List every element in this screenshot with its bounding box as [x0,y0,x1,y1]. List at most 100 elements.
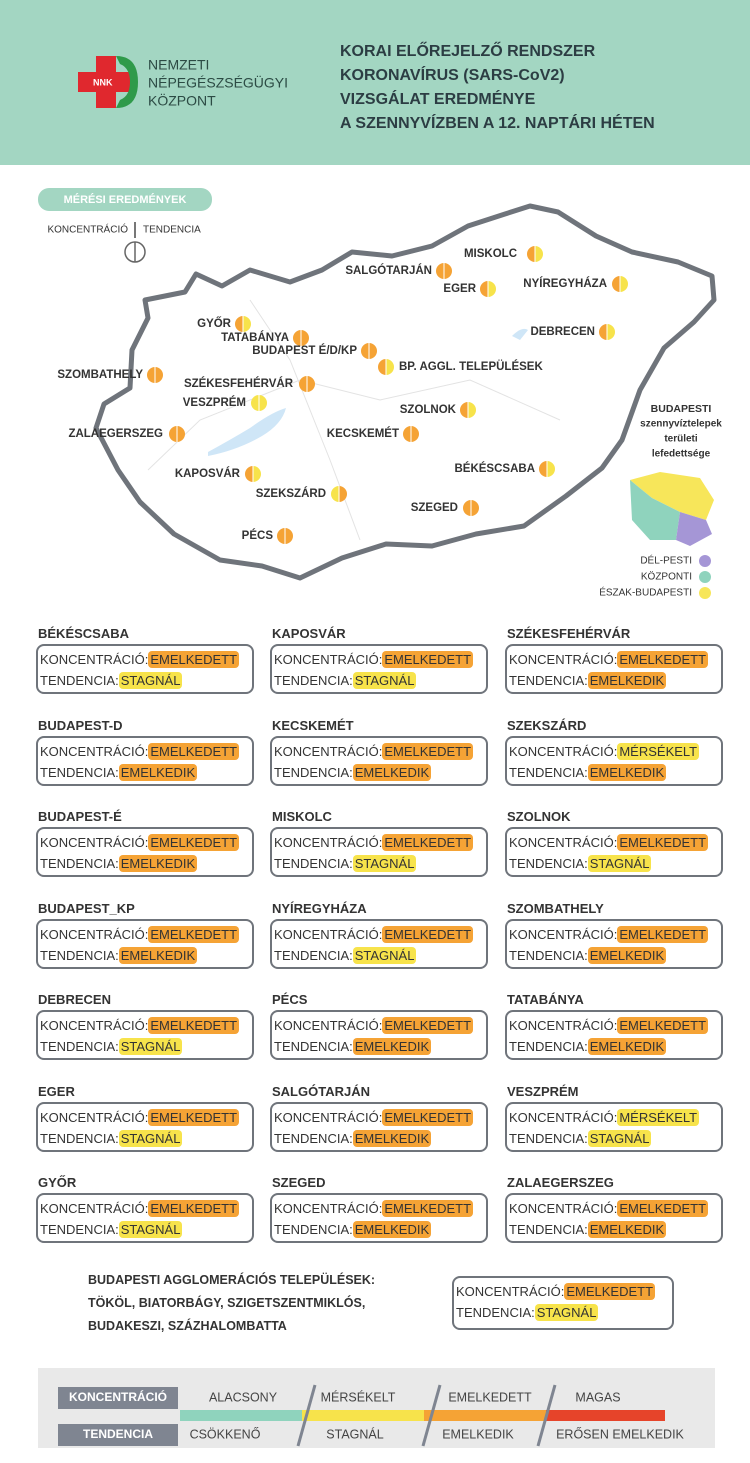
card-row-label: KONCENTRÁCIÓ: [40,652,149,667]
inset-title: szennyvíztelepek [640,419,722,430]
card-row-label: TENDENCIA: [509,947,588,963]
city-label: BUDAPEST É/D/KP [252,344,357,357]
city-dot-tendency [253,466,261,482]
legend-segment [424,1410,546,1421]
card-row-label: TENDENCIA: [40,1222,119,1237]
card: KONCENTRÁCIÓ: EMELKEDETT TENDENCIA: EMELKED… [505,1010,723,1060]
card-row: KONCENTRÁCIÓ: EMELKEDETT [274,741,484,762]
city-dot-concentration [147,367,155,383]
city-dot-concentration [460,402,468,418]
card-row-label: KONCENTRÁCIÓ: [509,1018,618,1033]
city-dot-concentration [436,263,444,279]
city-dot-tendency [307,376,315,392]
inset-legend-dot [699,571,711,583]
city-dot-concentration [463,500,471,516]
card-row: TENDENCIA: EMELKEDIK [509,1036,719,1057]
card: KONCENTRÁCIÓ: EMELKEDETT TENDENCIA: STAGNÁL [270,827,488,877]
badge-text: MÉRÉSI EREDMÉNYEK [64,193,187,206]
card-row: KONCENTRÁCIÓ: EMELKEDETT [509,832,719,853]
legend-item: MÉRSÉKELT [321,1389,396,1404]
card-row-label: KONCENTRÁCIÓ: [274,1109,383,1125]
card-row-label: KONCENTRÁCIÓ: [40,1201,149,1216]
card-row: TENDENCIA: EMELKEDIK [274,1036,484,1057]
card-row-value: STAGNÁL [352,855,417,872]
card-title: BUDAPEST-É [38,809,122,824]
card-row-value: EMELKEDETT [382,1108,474,1126]
legend-item: MAGAS [575,1390,620,1404]
city-label: BP. AGGL. TELEPÜLÉSEK [399,360,543,373]
card-title: PÉCS [272,992,308,1007]
card-row: KONCENTRÁCIÓ: EMELKEDETT [40,1107,250,1128]
card-row-label: KONCENTRÁCIÓ: [40,1018,149,1033]
card-title: VESZPRÉM [507,1083,579,1099]
card-row: TENDENCIA: EMELKEDIK [509,670,719,691]
logo-arc [116,56,138,108]
legend-item: EMELKEDIK [442,1427,514,1441]
card-row: TENDENCIA: EMELKEDIK [40,853,250,874]
card: KONCENTRÁCIÓ: EMELKEDETT TENDENCIA: EMELKED… [270,735,488,786]
logo-text: NNK [93,77,113,87]
city-label: MISKOLC [464,248,517,260]
card-row-value: EMELKEDETT [617,1200,709,1217]
card: KONCENTRÁCIÓ: EMELKEDETT TENDENCIA: EMELKED… [36,827,254,877]
card-row: TENDENCIA: EMELKEDIK [274,762,484,783]
legend-segment [546,1410,665,1421]
card-row-value: EMELKEDETT [382,834,474,851]
card-row-label: KONCENTRÁCIÓ: [274,835,383,850]
legend-item: CSÖKKENŐ [190,1426,261,1441]
card-row-label: KONCENTRÁCIÓ: [274,743,383,759]
card-row: KONCENTRÁCIÓ: EMELKEDETT [40,1198,250,1219]
legend-slash [296,1384,317,1447]
card-row: KONCENTRÁCIÓ: EMELKEDETT [509,1015,719,1036]
card-row-label: TENDENCIA: [274,856,353,871]
lake [512,328,528,340]
card-row-label: TENDENCIA: [40,1130,119,1146]
card-row: KONCENTRÁCIÓ: EMELKEDETT [274,649,484,670]
logo: NNK [78,56,138,108]
inset-map [630,472,714,546]
card-row: KONCENTRÁCIÓ: MÉRSÉKELT [509,741,719,762]
card-row-label: KONCENTRÁCIÓ: [509,926,618,942]
card-row-value: EMELKEDIK [352,1038,432,1055]
city-dot-tendency [369,343,377,359]
legend-item: EMELKEDETT [448,1390,532,1404]
card-row-value: EMELKEDETT [148,1108,240,1126]
city-label: SZEKSZÁRD [256,487,326,500]
city-dot-concentration [527,246,535,262]
card-row-value: EMELKEDIK [352,1221,432,1238]
county-border [147,379,561,471]
city-dot-tendency [339,486,347,502]
card-row: KONCENTRÁCIÓ: EMELKEDETT [509,649,719,670]
city-label: NYÍREGYHÁZA [523,277,607,290]
legend-item: ALACSONY [209,1390,278,1404]
card-row-label: KONCENTRÁCIÓ: [509,1109,618,1125]
card-row: TENDENCIA: EMELKEDIK [274,1219,484,1240]
card-row: KONCENTRÁCIÓ: EMELKEDETT [274,832,484,853]
card-row-label: KONCENTRÁCIÓ: [40,835,149,850]
card-row-value: STAGNÁL [587,855,652,872]
badge [38,188,212,211]
card-row-label: TENDENCIA: [40,673,119,688]
org-name: KÖZPONT [148,92,216,109]
card-row-label: KONCENTRÁCIÓ: [40,926,149,942]
inset-title: BUDAPESTI [651,403,712,415]
city-label: DEBRECEN [530,326,595,338]
card-row: TENDENCIA: STAGNÁL [456,1302,670,1323]
city-dot-concentration [480,281,488,297]
card: KONCENTRÁCIÓ: EMELKEDETT TENDENCIA: STAGNÁL [505,827,723,877]
card-row-value: EMELKEDETT [382,1200,474,1217]
legend-label: TENDENCIA [83,1427,153,1441]
card-title: EGER [38,1083,75,1099]
inset-title: területi [664,434,698,445]
legend-item: ERŐSEN EMELKEDIK [556,1426,684,1441]
card-row-value: EMELKEDETT [382,651,474,668]
card-row-value: EMELKEDIK [587,672,667,689]
card-row-value: STAGNÁL [352,946,417,964]
card-row-value: EMELKEDETT [148,742,240,760]
card-row-label: KONCENTRÁCIÓ: [509,1201,618,1216]
card-row: TENDENCIA: STAGNÁL [509,853,719,874]
inset-legend-label: ÉSZAK-BUDAPESTI [599,586,692,599]
city-label: SALGÓTARJÁN [345,264,432,277]
card-row-label: TENDENCIA: [509,1039,588,1054]
